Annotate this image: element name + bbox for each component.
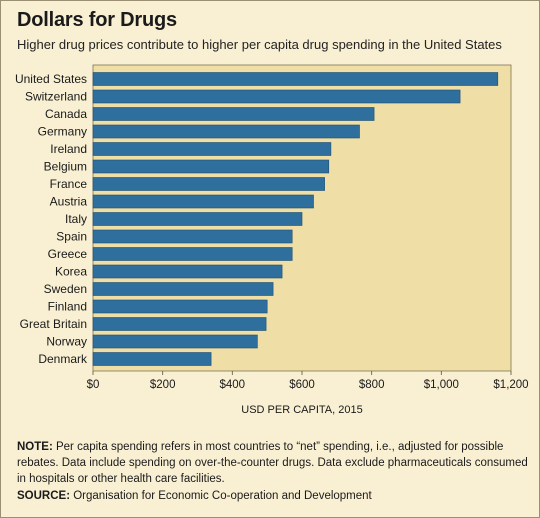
category-label-france: France [50,177,88,191]
note-text: Per capita spending refers in most count… [17,441,528,485]
source-label: SOURCE: [17,490,71,502]
x-tick-label: $1,000 [424,379,459,391]
bar-chart: United States Switzerland Canada Germany Ire… [15,64,529,416]
category-label-norway: Norway [46,335,87,349]
x-axis-label: USD PER CAPITA, 2015 [241,404,362,416]
note-label: NOTE: [17,441,53,453]
category-label-austria: Austria [50,195,88,209]
category-label-spain: Spain [56,230,87,244]
x-axis-ticks: $0 $200 $400 $600 $800 $1,000 $1,200 [87,371,529,391]
category-label-switzerland: Switzerland [25,90,87,104]
footnote: NOTE: Per capita spending refers in most… [17,439,529,487]
bar-norway [92,334,258,349]
bar-korea [92,264,283,279]
bar-belgium [92,159,330,174]
x-tick-label: $800 [359,379,385,391]
category-label-ireland: Ireland [50,142,87,156]
bar-spain [92,229,293,244]
bar-greece [92,247,293,261]
bar-denmark [92,352,212,366]
x-tick-label: $200 [150,379,176,391]
source-line: SOURCE: Organisation for Economic Co-ope… [17,490,529,502]
bar-france [92,177,325,191]
bar-great-britain [92,317,267,331]
category-label-sweden: Sweden [44,282,87,296]
bar-germany [92,124,360,139]
category-label-germany: Germany [38,125,87,139]
x-tick-label: $400 [220,379,246,391]
bar-ireland [92,142,332,156]
chart-title: Dollars for Drugs [17,9,177,31]
category-label-united-states: United States [15,72,87,86]
bar-austria [92,194,314,209]
bar-canada [92,107,375,121]
category-label-italy: Italy [65,212,87,226]
category-label-great-britain: Great Britain [20,317,87,331]
bar-switzerland [92,89,461,104]
category-label-finland: Finland [48,300,87,314]
x-tick-label: $600 [289,379,315,391]
x-tick-label: $1,200 [493,379,528,391]
category-labels: United States Switzerland Canada Germany Ire… [15,72,88,366]
bar-united-states [92,72,499,86]
category-label-korea: Korea [55,265,87,279]
bars-group [92,72,499,366]
category-label-greece: Greece [48,247,88,261]
chart-subtitle: Higher drug prices contribute to higher … [17,37,502,52]
category-label-denmark: Denmark [38,352,88,366]
bar-italy [92,212,303,226]
x-tick-label: $0 [87,379,100,391]
source-text: Organisation for Economic Co-operation a… [70,490,372,502]
bar-finland [92,299,268,314]
bar-sweden [92,282,274,296]
category-label-belgium: Belgium [44,160,87,174]
category-label-canada: Canada [45,107,87,121]
